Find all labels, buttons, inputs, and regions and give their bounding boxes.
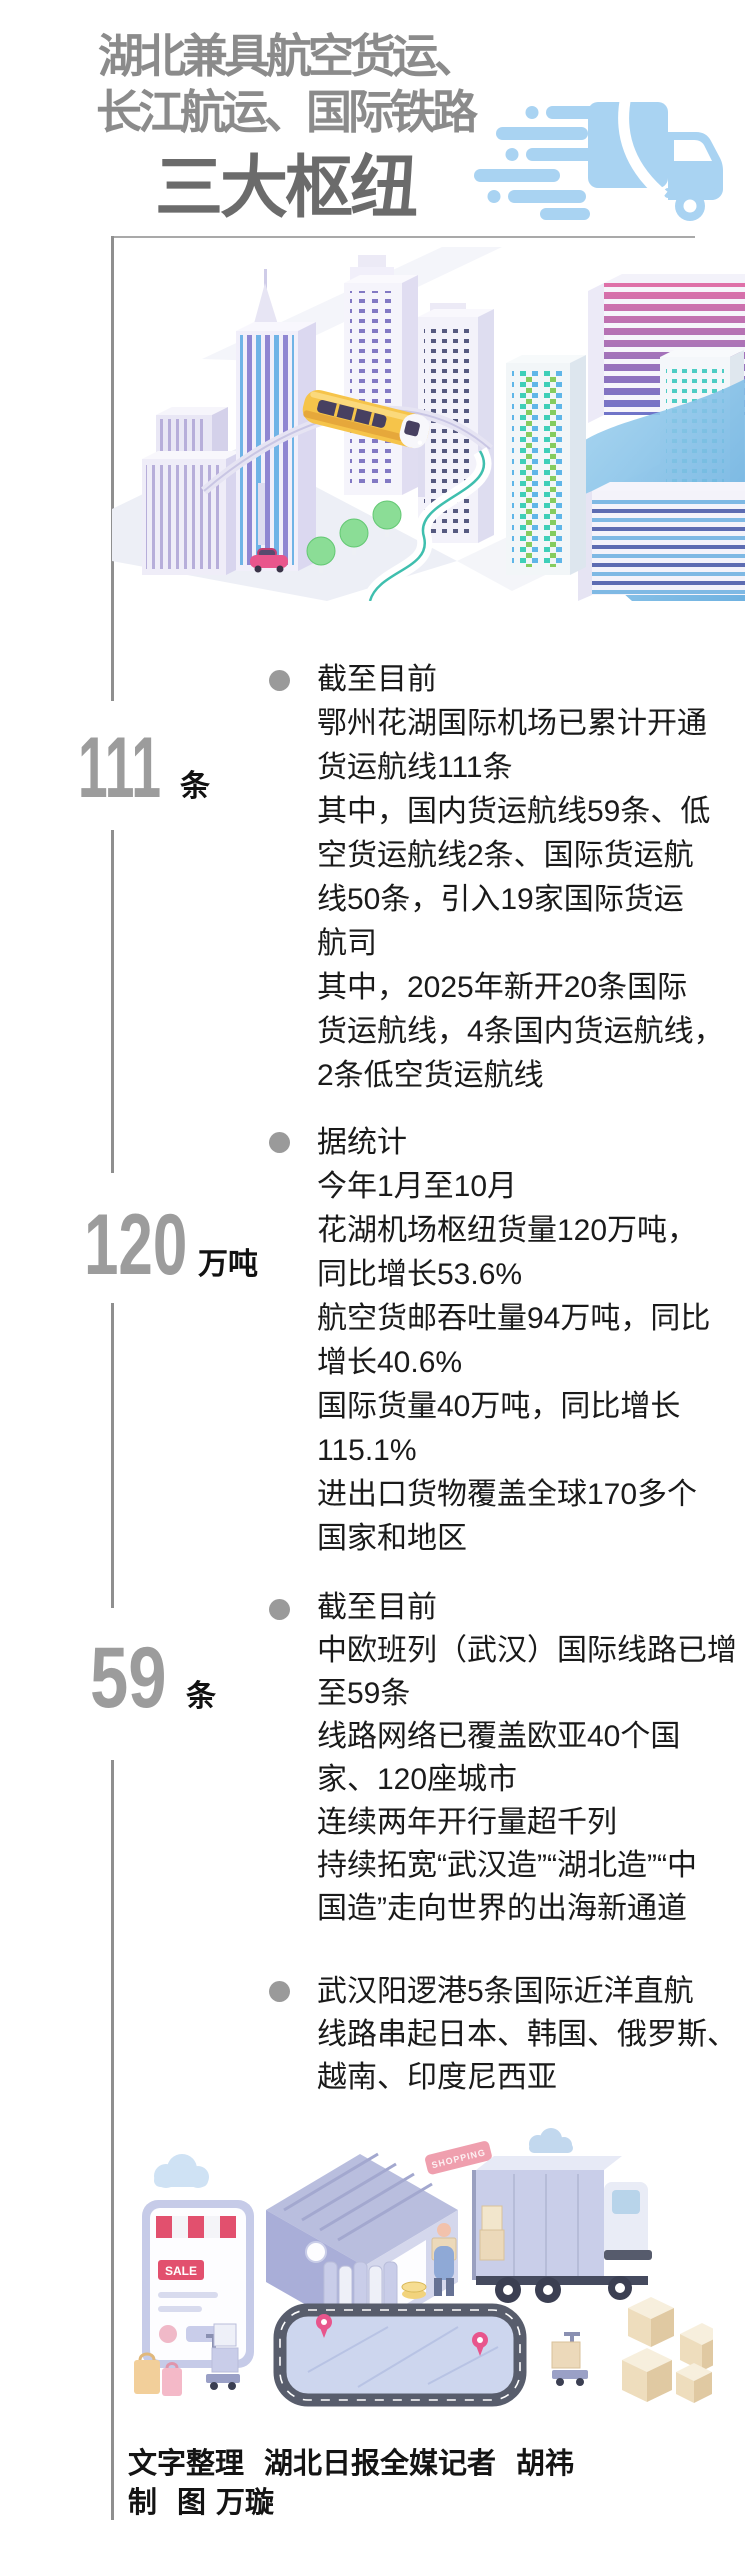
stat-unit: 万吨: [198, 1248, 258, 1281]
text-line: 115.1%: [317, 1434, 417, 1467]
text-line: 连续两年开行量超千列: [317, 1806, 617, 1839]
stat-unit: 条: [180, 770, 210, 803]
credit-role: 文字整理: [128, 2448, 245, 2480]
credit-agency: 湖北日报全媒记者: [264, 2448, 497, 2480]
cargo-truck: [472, 2156, 652, 2303]
illustration-box-border: [111, 236, 695, 238]
cardboard-boxes: [622, 2297, 713, 2403]
page-title-emphasis: 三大枢纽: [155, 150, 418, 226]
credits-line: 制 图 万璇: [128, 2479, 274, 2521]
section-body: 鄂州花湖国际机场已累计开通 货运航线111条其中，国内货运航线59条、低 空货运航线…: [317, 702, 732, 1098]
text-line: 进出口货物覆盖全球170多个: [317, 1478, 698, 1511]
page-title-line-2: 长江航运、国际铁路: [96, 86, 478, 138]
speeding-truck-icon: [474, 94, 723, 221]
text-line: 国造”走向世界的出海新通道: [317, 1892, 687, 1925]
section-body: 中欧班列（武汉）国际线路已增 至59条线路网络已覆盖欧亚40个国 家、120座城市连…: [317, 1629, 737, 1930]
text-line: 武汉阳逻港5条国际近洋直航: [317, 1975, 694, 2008]
worker-figure: [431, 2223, 457, 2296]
city-illustration: [112, 247, 745, 601]
text-line: 国际货量40万吨，同比增长: [317, 1390, 681, 1423]
section-body: 武汉阳逻港5条国际近洋直航线路串起日本、韩国、俄罗斯、 越南、印度尼西亚: [317, 1970, 737, 2099]
text-line: 2条低空货运航线: [317, 1059, 544, 1092]
section-heading: 据统计: [317, 1126, 407, 1159]
text-line: 中欧班列（武汉）国际线路已增: [317, 1634, 737, 1667]
timeline-segment: [111, 830, 114, 1173]
timeline-segment: [111, 236, 114, 701]
text-line: 至59条: [317, 1677, 411, 1710]
stat-value: 111: [78, 720, 162, 816]
text-line: 线50条，引入19家国际货运: [317, 883, 684, 916]
section-heading: 截至目前: [317, 1591, 437, 1624]
text-line: 增长40.6%: [317, 1346, 463, 1379]
section-cargo-volume: 据统计 今年1月至10月花湖机场枢纽货量120万吨， 同比增长53.6% 航空货邮吞…: [317, 1121, 732, 1561]
credit-name: 胡祎: [516, 2448, 575, 2480]
credit-name: 万璇: [216, 2487, 275, 2519]
text-line: 线路网络已覆盖欧亚40个国: [317, 1720, 681, 1753]
stat-value: 59: [90, 1630, 167, 1726]
text-line: 货运航线，4条国内货运航线，: [317, 1015, 724, 1048]
text-line: 花湖机场枢纽货量120万吨，: [317, 1214, 698, 1247]
credits-line: 文字整理 湖北日报全媒记者 胡祎: [128, 2440, 574, 2482]
bullet-icon: [269, 1599, 290, 1620]
bullet-icon: [269, 670, 290, 691]
section-yangluo-port: 武汉阳逻港5条国际近洋直航线路串起日本、韩国、俄罗斯、 越南、印度尼西亚: [317, 1970, 737, 2099]
text-line: 持续拓宽“武汉造”“湖北造”“中: [317, 1849, 697, 1882]
text-line: 今年1月至10月: [317, 1170, 518, 1203]
text-line: 其中，2025年新开20条国际: [317, 971, 688, 1004]
credit-role: 制: [128, 2487, 158, 2519]
pallet-jack: [551, 2332, 588, 2386]
text-line: 越南、印度尼西亚: [317, 2061, 557, 2094]
section-body: 今年1月至10月花湖机场枢纽货量120万吨， 同比增长53.6% 航空货邮吞吐量94…: [317, 1165, 732, 1561]
page-title-line-1: 湖北兼具航空货运、: [98, 30, 480, 82]
timeline-segment: [111, 1303, 114, 1608]
map-pin-icon: [316, 2314, 332, 2338]
monorail-train: [302, 389, 430, 449]
section-china-europe-trains: 截至目前 中欧班列（武汉）国际线路已增 至59条线路网络已覆盖欧亚40个国 家、12…: [317, 1586, 737, 1930]
credit-role: 图: [177, 2487, 207, 2519]
section-heading: 截至目前: [317, 663, 437, 696]
bullet-icon: [269, 1132, 290, 1153]
text-line: 同比增长53.6%: [317, 1258, 523, 1291]
shopping-bags: [134, 2352, 182, 2396]
text-line: 鄂州花湖国际机场已累计开通: [317, 707, 707, 740]
text-line: 家、120座城市: [317, 1763, 518, 1796]
delivery-map: [273, 2303, 527, 2407]
stat-unit: 条: [186, 1680, 216, 1713]
section-air-routes: 截至目前 鄂州花湖国际机场已累计开通 货运航线111条其中，国内货运航线59条、低…: [317, 658, 732, 1098]
text-line: 国家和地区: [317, 1522, 467, 1555]
pallet-jack: [206, 2323, 240, 2390]
tree-icons: [306, 500, 402, 573]
bullet-icon: [269, 1981, 290, 2002]
stat-value: 120: [84, 1197, 188, 1293]
map-pin-icon: [472, 2332, 488, 2356]
text-line: 空货运航线2条、国际货运航: [317, 839, 694, 872]
sale-label: SALE: [165, 2264, 197, 2278]
text-line: 航空货邮吞吐量94万吨，同比: [317, 1302, 711, 1335]
timeline-segment: [111, 1760, 114, 2520]
text-line: 航司: [317, 927, 377, 960]
text-line: 线路串起日本、韩国、俄罗斯、: [317, 2018, 737, 2051]
logistics-illustration: SALE SHOPPING: [134, 2128, 713, 2407]
text-line: 其中，国内货运航线59条、低: [317, 795, 711, 828]
car-icon: [250, 548, 288, 573]
smartphone-shop: SALE: [142, 2200, 254, 2368]
text-line: 货运航线111条: [317, 751, 513, 784]
